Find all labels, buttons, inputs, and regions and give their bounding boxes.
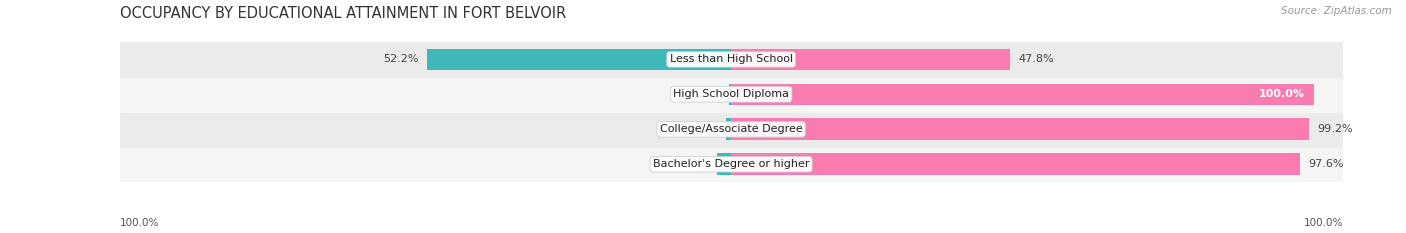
Bar <box>120 42 1343 77</box>
Text: Source: ZipAtlas.com: Source: ZipAtlas.com <box>1281 6 1392 16</box>
Bar <box>427 49 731 70</box>
Bar <box>717 153 731 175</box>
Bar <box>731 118 1309 140</box>
Bar <box>730 83 731 105</box>
Bar <box>731 83 1313 105</box>
Bar <box>731 153 1299 175</box>
Bar <box>120 77 1343 112</box>
Bar <box>120 147 1343 182</box>
Text: 2.4%: 2.4% <box>681 159 709 169</box>
Legend: Owner-occupied, Renter-occupied: Owner-occupied, Renter-occupied <box>616 230 846 233</box>
Bar <box>731 49 1010 70</box>
Text: 47.8%: 47.8% <box>1018 55 1054 64</box>
Text: 100.0%: 100.0% <box>1258 89 1305 99</box>
Text: 100.0%: 100.0% <box>120 218 159 228</box>
Text: 97.6%: 97.6% <box>1309 159 1344 169</box>
Text: 100.0%: 100.0% <box>1303 218 1343 228</box>
Bar <box>120 112 1343 147</box>
Text: OCCUPANCY BY EDUCATIONAL ATTAINMENT IN FORT BELVOIR: OCCUPANCY BY EDUCATIONAL ATTAINMENT IN F… <box>120 6 565 21</box>
Text: 52.2%: 52.2% <box>382 55 419 64</box>
Text: Bachelor's Degree or higher: Bachelor's Degree or higher <box>652 159 810 169</box>
Text: 99.2%: 99.2% <box>1317 124 1354 134</box>
Text: College/Associate Degree: College/Associate Degree <box>659 124 803 134</box>
Text: 0.0%: 0.0% <box>692 89 720 99</box>
Text: 0.8%: 0.8% <box>689 124 717 134</box>
Text: High School Diploma: High School Diploma <box>673 89 789 99</box>
Text: Less than High School: Less than High School <box>669 55 793 64</box>
Bar <box>727 118 731 140</box>
